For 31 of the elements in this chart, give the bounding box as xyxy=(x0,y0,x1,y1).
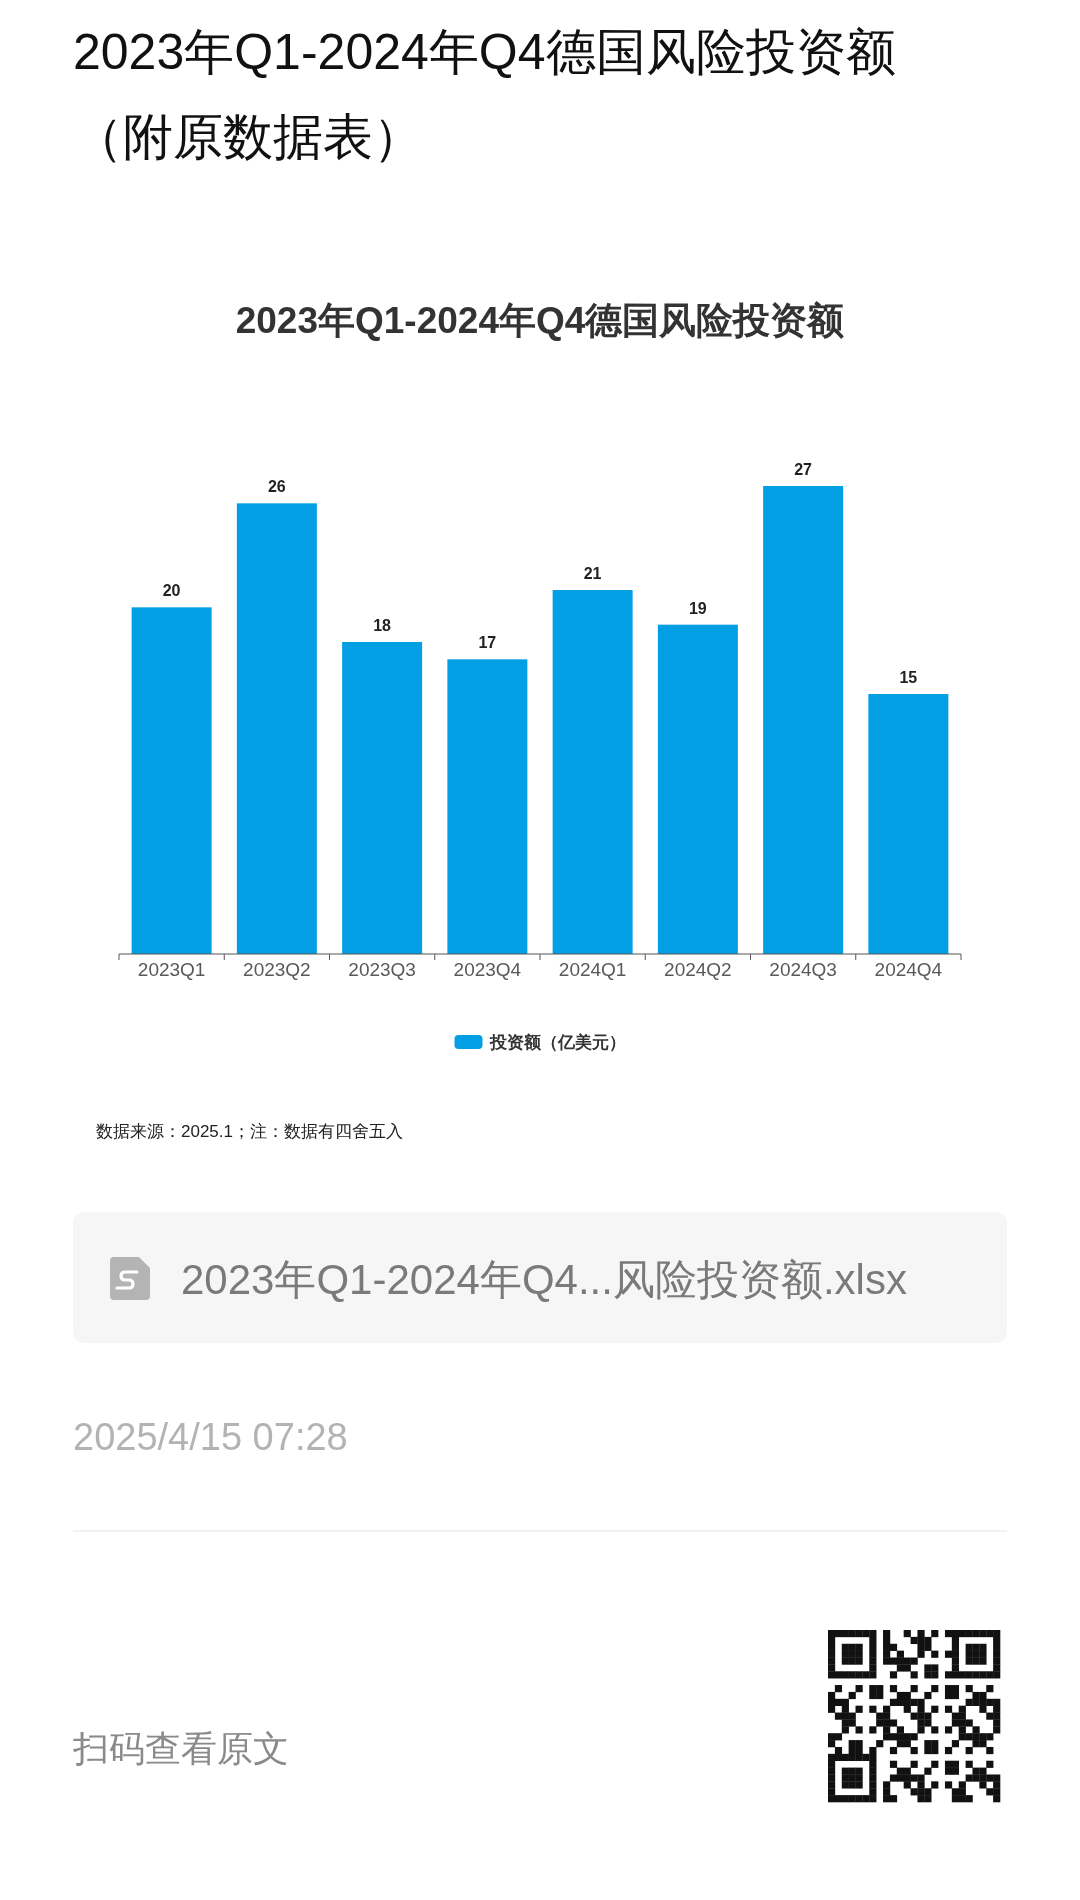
legend-label: 投资额（亿美元） xyxy=(488,1033,626,1052)
bar xyxy=(868,694,949,954)
data-label: 26 xyxy=(267,478,286,496)
data-label: 19 xyxy=(688,599,707,617)
data-label: 17 xyxy=(478,634,497,652)
x-tick-label: 2023Q4 xyxy=(453,959,522,981)
data-label: 27 xyxy=(794,461,813,478)
chart-subtitle: 2023年Q1-2024年Q4德国风险投资额 xyxy=(235,300,845,341)
text: 2025/4/15 07:28 xyxy=(73,1416,348,1458)
x-tick-label: 2024Q4 xyxy=(874,959,943,981)
bar xyxy=(552,590,633,954)
x-tick-label: 2024Q1 xyxy=(558,959,627,981)
data-label: 18 xyxy=(373,617,392,634)
x-tick-label: 2024Q3 xyxy=(769,959,837,981)
bar xyxy=(763,486,844,954)
x-tick-label: 2024Q2 xyxy=(664,959,732,981)
bar xyxy=(236,503,317,954)
data-label: 15 xyxy=(899,669,918,686)
x-tick-label: 2023Q3 xyxy=(348,959,416,981)
data-label: 20 xyxy=(162,582,181,600)
x-tick-label: 2023Q1 xyxy=(137,959,206,981)
bar xyxy=(657,624,738,954)
bar xyxy=(342,642,423,954)
text: 2023年Q1-2024年Q4...风险投资额.xlsx xyxy=(181,1256,907,1303)
bar xyxy=(447,659,528,954)
bar xyxy=(131,607,212,954)
chart-title: 2023年Q1-2024年Q4德国风险投资额（附原数据表） xyxy=(73,23,897,167)
data-label: 21 xyxy=(583,565,602,582)
text: 扫码查看原文 xyxy=(72,1728,289,1769)
source-note: 数据来源：2025.1；注：数据有四舍五入 xyxy=(96,1122,403,1141)
x-tick-label: 2023Q2 xyxy=(243,959,311,981)
